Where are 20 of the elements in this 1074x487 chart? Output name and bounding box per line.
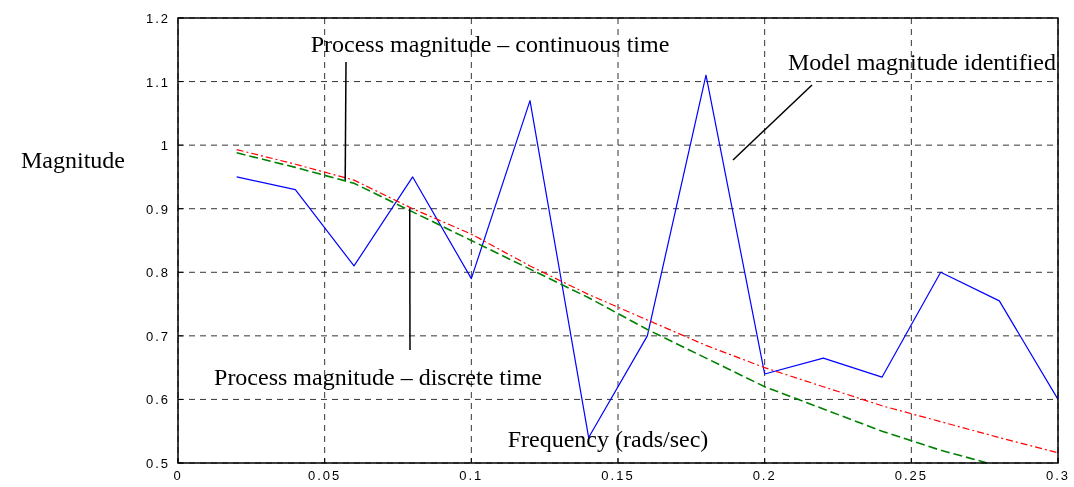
x-tick-label: 0.1 [459, 468, 484, 483]
y-tick-label: 1.2 [145, 11, 170, 26]
x-tick-label: 0.15 [601, 468, 635, 483]
y-tick-label: 0.7 [145, 328, 170, 344]
y-axis-title: Magnitude [21, 147, 125, 173]
x-tick-label: 0.2 [752, 468, 777, 483]
y-tick-label: 0.8 [145, 265, 170, 281]
x-tick-label: 0 [173, 468, 183, 483]
y-tick-label: 0.6 [145, 392, 170, 408]
annotation: Process magnitude – discrete time [214, 364, 542, 390]
annotation: Model magnitude identified [788, 49, 1056, 75]
annotation: Process magnitude – continuous time [310, 31, 670, 57]
x-tick-label: 0.25 [894, 468, 928, 483]
y-tick-label: 1.1 [145, 74, 170, 90]
y-tick-label: 0.5 [145, 456, 170, 471]
y-tick-label: 0.9 [145, 201, 170, 217]
x-tick-label: 0.05 [308, 468, 342, 483]
x-tick-label: 0.3 [1045, 468, 1071, 483]
x-axis-title: Frequency (rads/sec) [507, 426, 709, 452]
y-tick-label: 1 [160, 138, 170, 154]
